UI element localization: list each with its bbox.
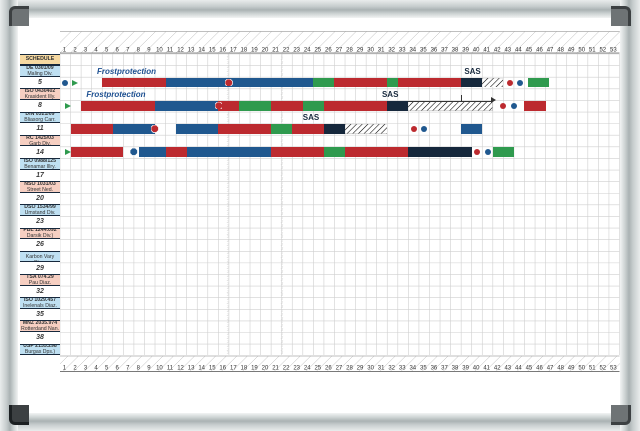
svg-text:22: 22: [283, 366, 290, 372]
svg-text:23: 23: [293, 366, 300, 372]
svg-text:36: 36: [431, 366, 438, 372]
svg-text:29: 29: [357, 47, 364, 53]
svg-text:20: 20: [262, 47, 269, 53]
svg-text:11: 11: [167, 366, 174, 372]
svg-text:15: 15: [209, 366, 216, 372]
svg-text:39: 39: [462, 47, 469, 53]
svg-text:52: 52: [599, 47, 606, 53]
svg-text:14: 14: [198, 47, 205, 53]
svg-text:46: 46: [536, 47, 543, 53]
svg-text:31: 31: [378, 47, 385, 53]
svg-text:21: 21: [272, 47, 279, 53]
svg-text:24: 24: [304, 47, 311, 53]
svg-text:37: 37: [441, 47, 448, 53]
svg-text:47: 47: [547, 47, 554, 53]
svg-text:41: 41: [483, 47, 490, 53]
svg-text:45: 45: [526, 366, 533, 372]
svg-text:53: 53: [610, 47, 617, 53]
svg-text:17: 17: [230, 47, 237, 53]
svg-text:11: 11: [167, 47, 174, 53]
svg-text:33: 33: [399, 366, 406, 372]
svg-text:53: 53: [610, 366, 617, 372]
svg-text:39: 39: [462, 366, 469, 372]
svg-text:49: 49: [568, 47, 575, 53]
svg-text:50: 50: [578, 47, 585, 53]
svg-text:28: 28: [346, 366, 353, 372]
svg-text:10: 10: [156, 47, 163, 53]
svg-text:12: 12: [177, 366, 184, 372]
svg-text:38: 38: [452, 47, 459, 53]
svg-text:32: 32: [388, 47, 395, 53]
svg-text:29: 29: [357, 366, 364, 372]
svg-text:24: 24: [304, 366, 311, 372]
svg-text:45: 45: [526, 47, 533, 53]
svg-text:14: 14: [198, 366, 205, 372]
svg-text:10: 10: [156, 366, 163, 372]
svg-text:26: 26: [325, 366, 332, 372]
svg-text:33: 33: [399, 47, 406, 53]
svg-text:27: 27: [336, 366, 343, 372]
svg-text:34: 34: [409, 366, 416, 372]
svg-text:26: 26: [325, 47, 332, 53]
svg-text:15: 15: [209, 47, 216, 53]
svg-text:23: 23: [293, 47, 300, 53]
svg-text:25: 25: [314, 366, 321, 372]
svg-text:13: 13: [188, 47, 195, 53]
svg-text:48: 48: [557, 366, 564, 372]
svg-text:46: 46: [536, 366, 543, 372]
svg-text:27: 27: [336, 47, 343, 53]
svg-text:21: 21: [272, 366, 279, 372]
svg-text:40: 40: [473, 366, 480, 372]
svg-text:35: 35: [420, 47, 427, 53]
svg-text:31: 31: [378, 366, 385, 372]
svg-text:13: 13: [188, 366, 195, 372]
svg-text:18: 18: [241, 366, 248, 372]
svg-text:41: 41: [483, 366, 490, 372]
svg-text:49: 49: [568, 366, 575, 372]
svg-text:37: 37: [441, 366, 448, 372]
svg-text:43: 43: [504, 366, 511, 372]
svg-text:28: 28: [346, 47, 353, 53]
svg-text:18: 18: [241, 47, 248, 53]
svg-text:44: 44: [515, 47, 522, 53]
svg-text:51: 51: [589, 47, 596, 53]
svg-text:32: 32: [388, 366, 395, 372]
svg-text:22: 22: [283, 47, 290, 53]
svg-text:35: 35: [420, 366, 427, 372]
svg-text:36: 36: [431, 47, 438, 53]
svg-text:25: 25: [314, 47, 321, 53]
svg-text:16: 16: [219, 366, 226, 372]
svg-text:30: 30: [367, 47, 374, 53]
svg-text:42: 42: [494, 366, 501, 372]
svg-text:50: 50: [578, 366, 585, 372]
svg-text:19: 19: [251, 366, 258, 372]
svg-text:43: 43: [504, 47, 511, 53]
svg-text:42: 42: [494, 47, 501, 53]
svg-text:17: 17: [230, 366, 237, 372]
svg-text:51: 51: [589, 366, 596, 372]
svg-text:34: 34: [409, 47, 416, 53]
svg-text:40: 40: [473, 47, 480, 53]
svg-text:30: 30: [367, 366, 374, 372]
svg-text:19: 19: [251, 47, 258, 53]
svg-text:48: 48: [557, 47, 564, 53]
svg-text:12: 12: [177, 47, 184, 53]
svg-text:16: 16: [219, 47, 226, 53]
svg-text:52: 52: [599, 366, 606, 372]
svg-text:44: 44: [515, 366, 522, 372]
svg-text:47: 47: [547, 366, 554, 372]
svg-text:20: 20: [262, 366, 269, 372]
svg-text:38: 38: [452, 366, 459, 372]
